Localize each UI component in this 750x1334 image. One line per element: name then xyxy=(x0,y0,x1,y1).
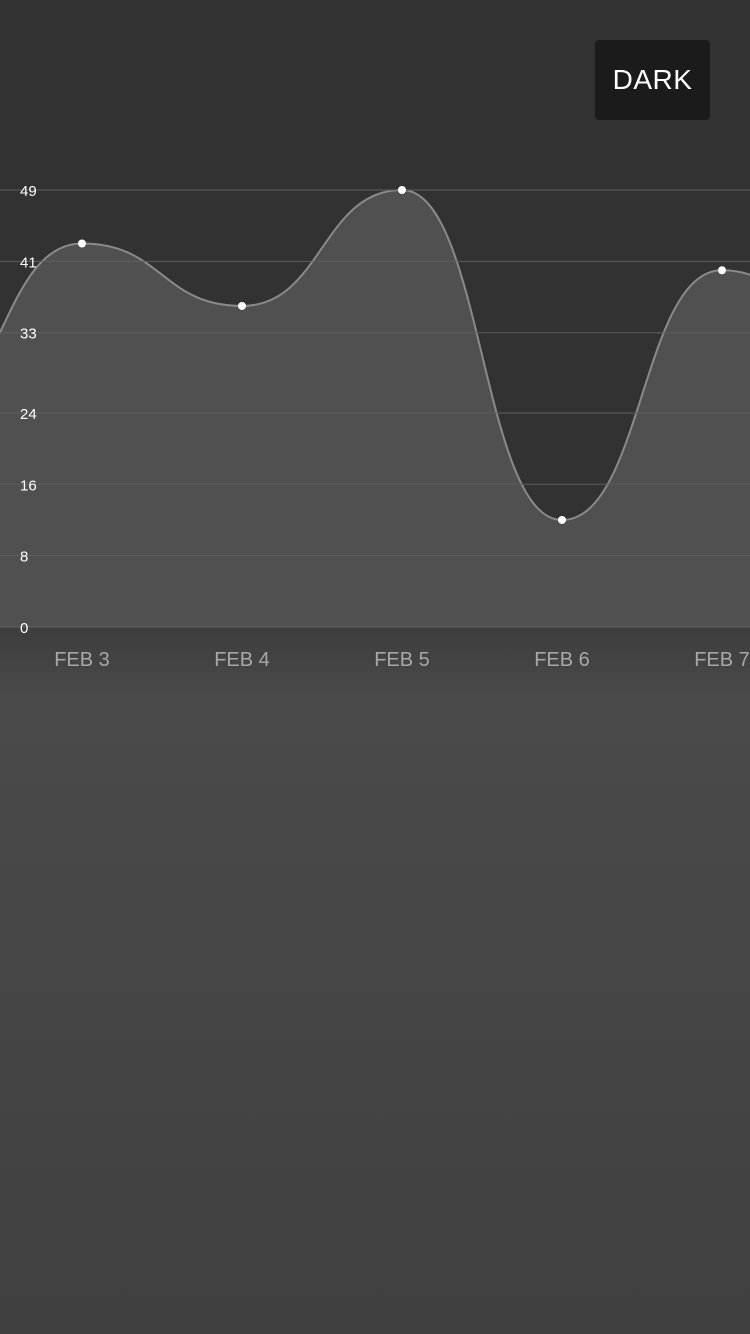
data-point[interactable] xyxy=(398,186,406,194)
area-chart: 0 8 16 24 33 41 49 FEB 3 FEB 4 FEB 5 FEB 6 FEB 7 xyxy=(0,183,750,671)
x-tick-label: FEB 3 xyxy=(54,649,110,671)
grid-layer xyxy=(0,189,750,628)
y-tick-label: 49 xyxy=(20,183,37,200)
y-axis: 0 8 16 24 33 41 49 xyxy=(20,183,37,637)
x-tick-label: FEB 7 xyxy=(694,649,750,671)
data-point[interactable] xyxy=(238,301,246,310)
y-tick-label: 0 xyxy=(20,620,28,637)
x-tick-label: FEB 6 xyxy=(534,649,590,671)
y-tick-label: 16 xyxy=(20,477,37,494)
area-layer xyxy=(0,188,750,627)
x-tick-label: FEB 5 xyxy=(374,649,430,671)
point-layer xyxy=(78,186,726,524)
series-area xyxy=(0,190,750,627)
y-tick-label: 24 xyxy=(20,406,37,423)
data-point[interactable] xyxy=(78,239,86,248)
data-point[interactable] xyxy=(558,515,566,524)
dark-mode-button[interactable]: DARK xyxy=(595,40,710,120)
x-tick-label: FEB 4 xyxy=(214,649,270,671)
data-point[interactable] xyxy=(718,266,726,275)
y-tick-label: 8 xyxy=(20,549,28,566)
y-tick-label: 41 xyxy=(20,254,37,271)
x-axis: FEB 3 FEB 4 FEB 5 FEB 6 FEB 7 xyxy=(54,649,750,671)
y-tick-label: 33 xyxy=(20,326,37,343)
